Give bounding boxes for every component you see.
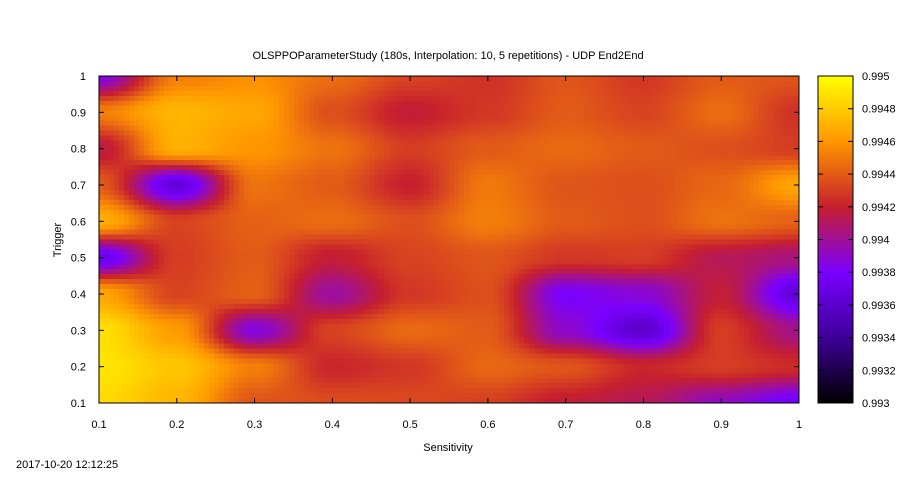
x-tick-label: 0.6 <box>480 419 495 431</box>
colorbar-tick-label: 0.9944 <box>862 169 896 181</box>
x-tick-label: 0.1 <box>91 419 106 431</box>
colorbar-tick-label: 0.994 <box>862 235 890 247</box>
x-tick-label: 0.8 <box>636 419 651 431</box>
colorbar-gradient <box>818 76 853 403</box>
y-tick-label: 0.6 <box>71 216 86 228</box>
colorbar-tick-label: 0.9938 <box>862 267 896 279</box>
y-axis: 0.1 0.2 0.3 0.4 0.5 0.6 0.7 0.8 0.9 1 <box>71 71 799 410</box>
colorbar-tick-label: 0.9948 <box>862 104 896 116</box>
y-tick-label: 0.2 <box>71 362 86 374</box>
colorbar-tick-label: 0.995 <box>862 71 890 83</box>
x-tick-label: 0.7 <box>558 419 573 431</box>
y-tick-label: 0.3 <box>71 325 86 337</box>
y-tick-label: 1 <box>80 71 86 83</box>
colorbar-tick-label: 0.9932 <box>862 365 896 377</box>
colorbar-tick-label: 0.9936 <box>862 300 896 312</box>
x-tick-label: 1 <box>796 419 802 431</box>
heatmap-surface <box>99 76 799 403</box>
x-tick-label: 0.3 <box>247 419 262 431</box>
plot-border <box>98 75 800 404</box>
x-tick-label: 0.9 <box>714 419 729 431</box>
colorbar-tick-label: 0.9934 <box>862 333 896 345</box>
x-axis: 0.1 0.2 0.3 0.4 0.5 0.6 0.7 0.8 0.9 1 <box>91 76 802 431</box>
colorbar-axis: 0.993 0.9932 0.9934 0.9936 0.9938 0.994 0.9942… <box>818 71 896 410</box>
y-tick-label: 0.1 <box>71 398 86 410</box>
chart-title: OLSPPOParameterStudy (180s, Interpolatio… <box>252 50 643 62</box>
colorbar-tick-label: 0.993 <box>862 398 890 410</box>
x-tick-label: 0.4 <box>325 419 340 431</box>
y-axis-label: Trigger <box>52 222 64 257</box>
colorbar-tick-label: 0.9942 <box>862 202 896 214</box>
colorbar-tick-label: 0.9946 <box>862 136 896 148</box>
y-tick-label: 0.4 <box>71 289 86 301</box>
x-tick-label: 0.2 <box>169 419 184 431</box>
x-axis-label: Sensitivity <box>423 442 473 454</box>
y-tick-label: 0.5 <box>71 253 86 265</box>
y-tick-label: 0.7 <box>71 180 86 192</box>
timestamp-label: 2017-10-20 12:12:25 <box>16 459 118 471</box>
x-tick-label: 0.5 <box>402 419 417 431</box>
y-tick-label: 0.8 <box>71 144 86 156</box>
y-tick-label: 0.9 <box>71 107 86 119</box>
